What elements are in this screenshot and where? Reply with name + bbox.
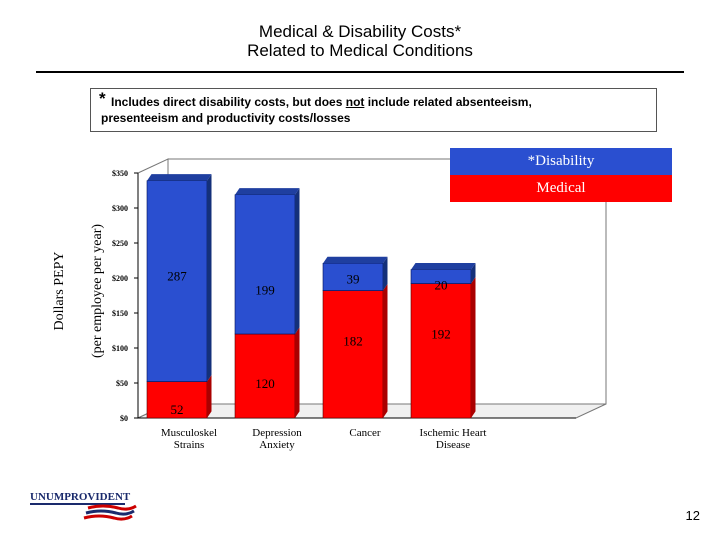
company-logo: UNUMPROVIDENT <box>28 482 138 533</box>
title-divider <box>36 71 684 73</box>
title-line-2: Related to Medical Conditions <box>247 41 473 60</box>
x-category-label: Musculoskel <box>161 427 217 439</box>
y-tick-label: $200 <box>112 274 128 283</box>
x-category-label: Strains <box>174 439 205 451</box>
svg-text:UNUMPROVIDENT: UNUMPROVIDENT <box>30 491 131 503</box>
bar-medical-side <box>207 375 212 418</box>
bar-medical <box>322 290 384 419</box>
data-label-disability: 39 <box>347 271 360 286</box>
legend-medical: Medical <box>450 175 672 202</box>
bar-top <box>235 188 300 195</box>
y-axis-label-line-1: Dollars PEPY <box>52 251 67 331</box>
y-tick-label: $50 <box>116 379 128 388</box>
y-axis-label-line-2: (per employee per year) <box>90 223 105 359</box>
bar-medical <box>146 381 208 419</box>
footnote-star: * <box>99 89 106 108</box>
title-line-1: Medical & Disability Costs* <box>258 22 462 41</box>
x-category-label: Ischemic Heart <box>420 427 487 439</box>
data-label-medical: 182 <box>343 334 363 349</box>
bar-top <box>147 174 212 181</box>
x-category-label: Depression <box>252 427 302 439</box>
footnote-box: * Includes direct disability costs, but … <box>90 88 657 132</box>
data-label-medical: 120 <box>255 376 275 391</box>
bar-top <box>323 256 388 264</box>
bar-medical-side <box>383 284 388 418</box>
y-tick-label: $300 <box>112 204 128 213</box>
chart-title: Medical & Disability Costs* Related to M… <box>0 22 720 60</box>
bar-disability <box>322 262 384 291</box>
data-label-medical: 192 <box>431 327 451 342</box>
data-label-disability: 287 <box>167 269 187 284</box>
bar-medical-side <box>471 277 476 418</box>
bar-disability-side <box>207 174 212 382</box>
y-tick-label: $0 <box>120 414 128 423</box>
x-category-label: Anxiety <box>259 439 295 451</box>
legend: *Disability Medical <box>450 148 672 202</box>
y-tick-label: $350 <box>112 169 128 178</box>
bar-disability <box>234 194 296 335</box>
data-label-medical: 52 <box>171 402 184 417</box>
bar-top <box>411 263 476 270</box>
x-category-label: Cancer <box>349 427 380 439</box>
bar-medical <box>234 333 296 419</box>
y-tick-label: $100 <box>112 344 128 353</box>
data-label-disability: 199 <box>255 283 275 298</box>
page-number: 12 <box>685 508 700 523</box>
x-category-label: Disease <box>436 439 470 451</box>
bar-medical-side <box>295 327 300 418</box>
footnote-line-2: presenteeism and productivity costs/loss… <box>101 111 351 125</box>
data-label-disability: 20 <box>435 278 448 293</box>
y-tick-label: $150 <box>112 309 128 318</box>
bar-disability-side <box>383 256 388 291</box>
bar-disability-side <box>471 263 476 284</box>
footnote-line-1: Includes direct disability costs, but do… <box>111 95 532 109</box>
logo-flag-icon: UNUMPROVIDENT <box>30 491 137 521</box>
bar-disability <box>146 180 208 382</box>
legend-disability: *Disability <box>450 148 672 175</box>
bar-disability-side <box>295 188 300 334</box>
bar-medical <box>410 283 472 419</box>
y-tick-label: $250 <box>112 239 128 248</box>
